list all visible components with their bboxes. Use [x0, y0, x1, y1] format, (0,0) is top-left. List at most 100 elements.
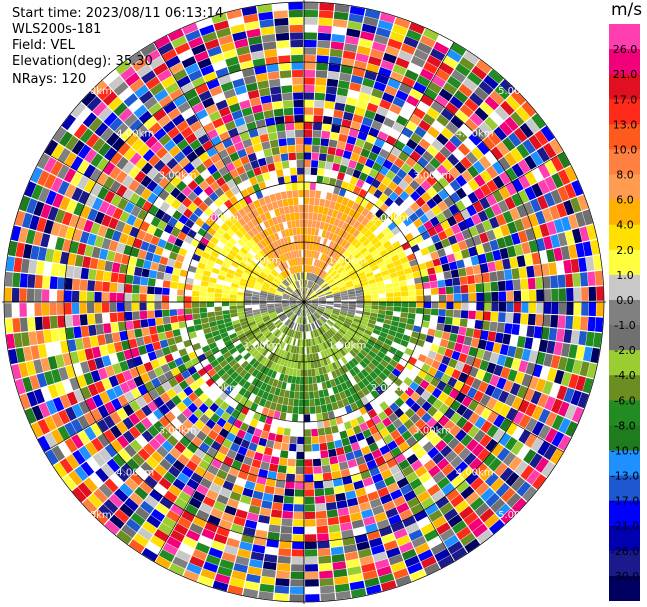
velocity-cell — [245, 289, 253, 294]
velocity-cell — [437, 316, 446, 324]
velocity-cell — [290, 330, 295, 338]
velocity-cell — [340, 65, 353, 75]
velocity-cell — [421, 497, 435, 509]
velocity-cell — [361, 445, 371, 456]
velocity-cell — [266, 275, 274, 282]
velocity-cell — [364, 109, 376, 120]
velocity-cell — [422, 150, 434, 163]
velocity-cell — [453, 442, 466, 455]
velocity-cell — [331, 553, 345, 563]
velocity-cell — [389, 31, 405, 43]
velocity-cell — [275, 291, 283, 295]
velocity-cell — [410, 55, 426, 68]
velocity-cell — [340, 239, 348, 248]
velocity-cell — [386, 457, 398, 469]
velocity-cell — [188, 168, 200, 180]
velocity-cell — [276, 563, 291, 572]
velocity-cell — [341, 356, 348, 365]
velocity-cell — [453, 293, 462, 302]
velocity-cell — [423, 308, 431, 315]
velocity-cell — [472, 523, 488, 538]
velocity-cell — [219, 391, 229, 401]
velocity-cell — [320, 317, 326, 323]
velocity-cell — [130, 205, 142, 217]
velocity-cell — [417, 490, 431, 503]
velocity-cell — [311, 282, 316, 290]
velocity-cell — [489, 374, 500, 387]
velocity-cell — [227, 268, 236, 276]
velocity-cell — [289, 297, 297, 301]
velocity-cell — [231, 283, 239, 288]
velocity-cell — [36, 330, 45, 345]
velocity-cell — [490, 498, 506, 513]
velocity-cell — [560, 245, 571, 260]
velocity-cell — [97, 259, 106, 271]
velocity-cell — [388, 514, 402, 526]
velocity-cell — [333, 308, 341, 312]
velocity-cell — [339, 126, 350, 136]
velocity-cell — [516, 385, 528, 399]
velocity-cell — [247, 229, 256, 238]
velocity-cell — [178, 247, 188, 257]
velocity-cell — [385, 507, 399, 519]
velocity-cell — [319, 570, 333, 579]
velocity-cell — [293, 346, 297, 354]
velocity-cell — [304, 129, 313, 138]
velocity-cell — [329, 132, 340, 141]
velocity-cell — [334, 322, 342, 329]
azimuth-spoke — [44, 151, 305, 303]
velocity-cell — [368, 350, 377, 359]
velocity-cell — [379, 249, 388, 257]
velocity-cell — [255, 264, 264, 272]
velocity-cell — [318, 279, 324, 286]
velocity-cell — [596, 302, 604, 317]
velocity-cell — [314, 243, 320, 252]
velocity-cell — [214, 159, 225, 170]
velocity-cell — [325, 356, 332, 365]
velocity-cell — [102, 91, 118, 106]
velocity-cell — [413, 218, 423, 228]
velocity-cell — [57, 164, 70, 180]
velocity-cell — [273, 258, 280, 266]
velocity-cell — [304, 99, 314, 108]
velocity-cell — [510, 147, 524, 163]
velocity-cell — [432, 471, 446, 484]
velocity-cell — [197, 575, 214, 587]
velocity-cell — [215, 283, 224, 290]
velocity-cell — [259, 295, 267, 299]
velocity-cell — [328, 139, 338, 148]
velocity-cell — [275, 403, 283, 412]
velocity-cell — [466, 204, 477, 217]
velocity-cell — [197, 227, 207, 237]
velocity-cell — [153, 108, 167, 122]
velocity-cell — [367, 339, 376, 347]
velocity-cell — [165, 55, 181, 69]
velocity-cell — [334, 485, 345, 495]
velocity-cell — [283, 359, 289, 367]
velocity-cell — [78, 190, 90, 205]
velocity-cell — [285, 213, 291, 222]
velocity-cell — [437, 363, 448, 373]
velocity-cell — [171, 163, 183, 175]
velocity-cell — [317, 427, 326, 436]
velocity-cell — [291, 54, 303, 63]
velocity-cell — [278, 457, 288, 466]
velocity-cell — [526, 469, 541, 485]
velocity-cell — [230, 312, 238, 318]
velocity-cell — [346, 254, 354, 262]
velocity-cell — [85, 133, 100, 148]
velocity-cell — [364, 229, 373, 239]
velocity-cell — [154, 246, 164, 256]
velocity-cell — [229, 442, 240, 453]
velocity-cell — [322, 314, 329, 320]
velocity-cell — [154, 35, 171, 49]
velocity-cell — [306, 288, 310, 296]
velocity-cell — [50, 160, 64, 176]
velocity-cell — [158, 177, 170, 189]
velocity-cell — [243, 114, 255, 124]
velocity-cell — [82, 112, 97, 128]
velocity-cell — [214, 297, 222, 302]
velocity-cell — [313, 337, 318, 345]
velocity-cell — [140, 188, 152, 200]
velocity-cell — [443, 270, 452, 280]
